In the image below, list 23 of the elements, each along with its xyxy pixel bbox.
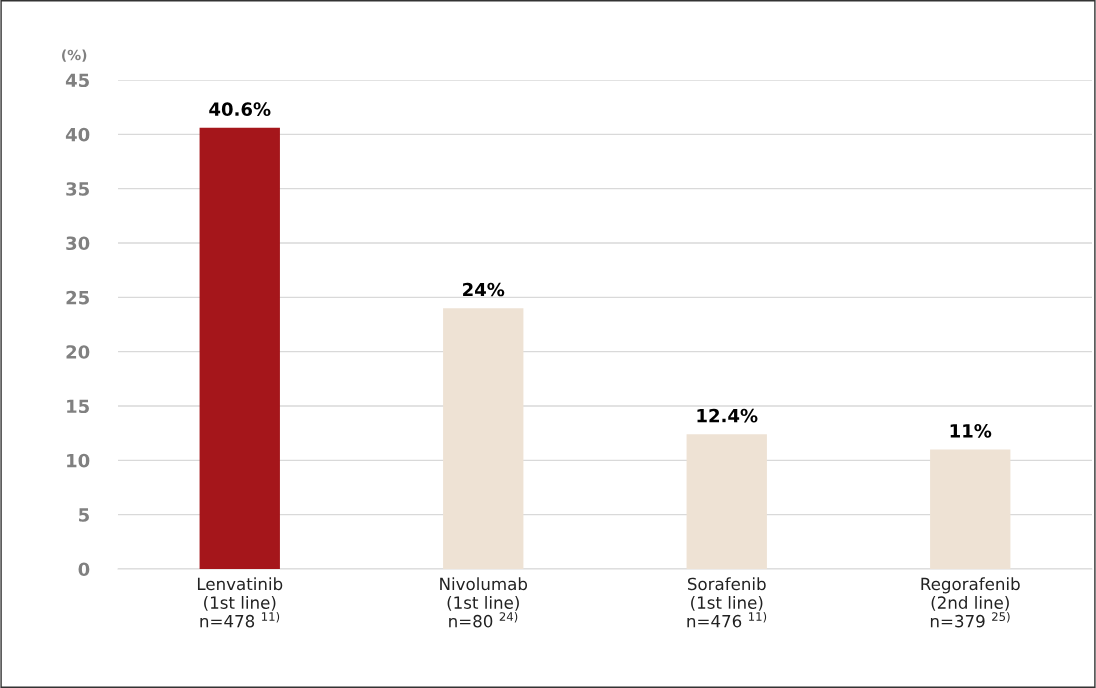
y-tick-label: 0 (78, 562, 90, 577)
data-label: 24% (463, 282, 505, 297)
data-label: 12.4% (697, 408, 758, 423)
y-tick-label: 40 (65, 127, 90, 142)
x-tick-label: Nivolumab (1st line) n=80 $^{24)}$ (440, 577, 528, 628)
y-tick-label: 45 (65, 73, 89, 88)
y-tick-label: 10 (67, 453, 90, 468)
x-tick-label: Sorafenib (1st line) n=476 $^{11)}$ (687, 577, 767, 628)
data-label: 11% (950, 423, 992, 438)
bar (930, 449, 1011, 569)
bar (443, 308, 524, 569)
x-tick-label: Regorafenib (2nd line) n=379 $^{25)}$ (921, 577, 1020, 628)
x-tick-label: Lenvatinib (1st line) n=478 $^{11)}$ (197, 577, 283, 628)
bar (686, 434, 767, 569)
y-tick-label: 20 (66, 345, 90, 359)
y-tick-label: 35 (66, 182, 89, 196)
y-tick-label: 15 (67, 399, 89, 414)
y-axis-title: (%) (62, 49, 87, 62)
y-tick-label: 5 (79, 508, 89, 522)
y-tick-label: 25 (66, 290, 89, 305)
data-label: 40.6% (209, 102, 271, 116)
bar (199, 127, 280, 569)
y-tick-label: 30 (66, 236, 90, 251)
